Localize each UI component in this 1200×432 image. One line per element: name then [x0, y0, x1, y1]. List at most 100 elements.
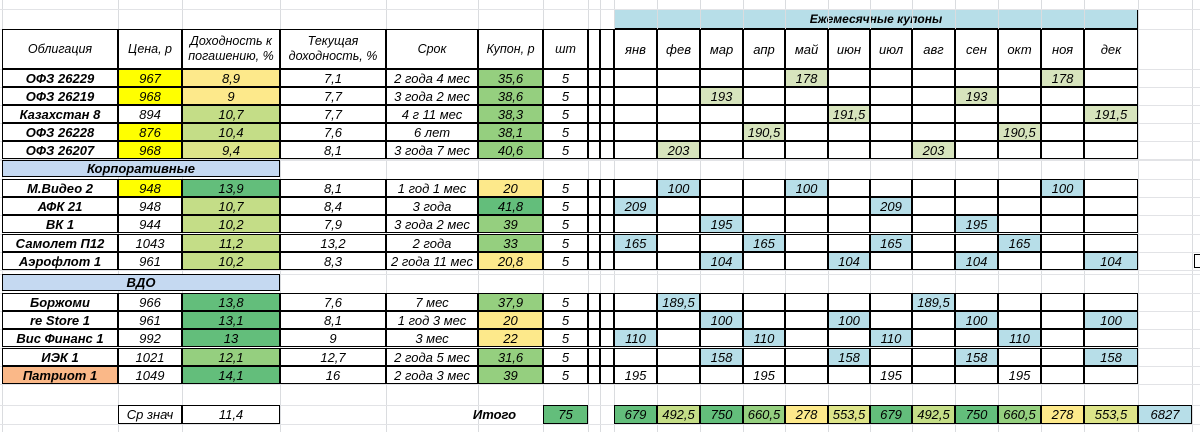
- bond-ytm[interactable]: 13,1: [182, 311, 280, 329]
- coupon-month-cell[interactable]: [955, 179, 998, 197]
- coupon-month-cell[interactable]: [657, 87, 700, 105]
- coupon-month-cell[interactable]: [828, 87, 870, 105]
- bond-coupon[interactable]: 41,8: [478, 197, 543, 215]
- coupon-month-cell[interactable]: [1041, 329, 1084, 347]
- bond-name[interactable]: ИЭК 1: [2, 348, 118, 366]
- bond-coupon[interactable]: 35,6: [478, 69, 543, 87]
- coupon-month-cell[interactable]: 195: [700, 215, 743, 233]
- coupon-month-cell[interactable]: [743, 348, 785, 366]
- coupon-month-cell[interactable]: 178: [785, 69, 828, 87]
- month-total[interactable]: 660,5: [743, 405, 785, 424]
- coupon-month-cell[interactable]: [785, 123, 828, 141]
- coupon-month-cell[interactable]: 209: [870, 197, 912, 215]
- coupon-month-cell[interactable]: 195: [614, 366, 657, 384]
- row-spacer-2[interactable]: [600, 179, 614, 197]
- row-spacer-2[interactable]: [600, 348, 614, 366]
- section-label-0[interactable]: Корпоративные: [2, 160, 280, 177]
- bond-ytm[interactable]: 13: [182, 329, 280, 347]
- row-spacer-2[interactable]: [600, 87, 614, 105]
- bond-price[interactable]: 961: [118, 311, 182, 329]
- bond-qty[interactable]: 5: [543, 348, 588, 366]
- coupon-month-cell[interactable]: 195: [743, 366, 785, 384]
- bond-current-yield[interactable]: 8,4: [280, 197, 386, 215]
- bond-term[interactable]: 6 лет: [386, 123, 478, 141]
- bond-ytm[interactable]: 11,2: [182, 234, 280, 252]
- coupon-month-cell[interactable]: [1084, 179, 1138, 197]
- row-spacer-1[interactable]: [588, 179, 600, 197]
- bond-qty[interactable]: 5: [543, 252, 588, 270]
- header-spacer-1[interactable]: [588, 29, 600, 69]
- coupon-month-cell[interactable]: 158: [700, 348, 743, 366]
- coupon-month-cell[interactable]: [870, 69, 912, 87]
- coupon-month-cell[interactable]: [870, 215, 912, 233]
- bond-term[interactable]: 2 года 4 мес: [386, 69, 478, 87]
- coupon-month-cell[interactable]: [785, 141, 828, 159]
- header-ytm[interactable]: Доходность к погашению, %: [182, 29, 280, 69]
- coupon-month-cell[interactable]: [870, 87, 912, 105]
- bond-name[interactable]: Казахстан 8: [2, 105, 118, 123]
- header-month-1[interactable]: фев: [657, 29, 700, 69]
- row-spacer-2[interactable]: [600, 252, 614, 270]
- bond-qty[interactable]: 5: [543, 141, 588, 159]
- header-qty[interactable]: шт: [543, 29, 588, 69]
- header-month-2[interactable]: мар: [700, 29, 743, 69]
- coupon-month-cell[interactable]: [657, 69, 700, 87]
- coupon-month-cell[interactable]: [785, 105, 828, 123]
- coupon-month-cell[interactable]: [1041, 366, 1084, 384]
- coupon-month-cell[interactable]: 165: [870, 234, 912, 252]
- coupon-month-cell[interactable]: 195: [955, 215, 998, 233]
- bond-name[interactable]: ОФЗ 26207: [2, 141, 118, 159]
- coupon-month-cell[interactable]: [828, 123, 870, 141]
- bond-name[interactable]: ОФЗ 26219: [2, 87, 118, 105]
- bond-current-yield[interactable]: 7,6: [280, 293, 386, 311]
- bond-term[interactable]: 1 год 3 мес: [386, 311, 478, 329]
- coupon-month-cell[interactable]: 100: [700, 311, 743, 329]
- bond-qty[interactable]: 5: [543, 179, 588, 197]
- header-month-5[interactable]: июн: [828, 29, 870, 69]
- header-month-4[interactable]: май: [785, 29, 828, 69]
- avg-value[interactable]: 11,4: [182, 405, 280, 424]
- coupon-month-cell[interactable]: [1041, 252, 1084, 270]
- bond-qty[interactable]: 5: [543, 234, 588, 252]
- row-spacer-1[interactable]: [588, 234, 600, 252]
- coupon-month-cell[interactable]: [614, 348, 657, 366]
- bond-ytm[interactable]: 12,1: [182, 348, 280, 366]
- coupon-month-cell[interactable]: [998, 293, 1041, 311]
- bond-term[interactable]: 3 года 2 мес: [386, 87, 478, 105]
- coupon-month-cell[interactable]: [828, 329, 870, 347]
- avg-label[interactable]: Ср знач: [118, 405, 182, 424]
- row-spacer-1[interactable]: [588, 293, 600, 311]
- coupon-month-cell[interactable]: [614, 252, 657, 270]
- bond-name[interactable]: ВК 1: [2, 215, 118, 233]
- bond-ytm[interactable]: 13,9: [182, 179, 280, 197]
- row-spacer-1[interactable]: [588, 252, 600, 270]
- bond-price[interactable]: 1049: [118, 366, 182, 384]
- coupon-month-cell[interactable]: 100: [955, 311, 998, 329]
- coupon-month-cell[interactable]: [743, 87, 785, 105]
- bond-ytm[interactable]: 9,4: [182, 141, 280, 159]
- bond-current-yield[interactable]: 7,9: [280, 215, 386, 233]
- coupon-month-cell[interactable]: [614, 311, 657, 329]
- coupon-month-cell[interactable]: 193: [700, 87, 743, 105]
- bond-qty[interactable]: 5: [543, 215, 588, 233]
- bond-current-yield[interactable]: 12,7: [280, 348, 386, 366]
- coupon-month-cell[interactable]: [955, 141, 998, 159]
- coupon-month-cell[interactable]: [998, 141, 1041, 159]
- month-total[interactable]: 278: [785, 405, 828, 424]
- month-total[interactable]: 679: [614, 405, 657, 424]
- month-total[interactable]: 553,5: [828, 405, 870, 424]
- row-spacer-1[interactable]: [588, 69, 600, 87]
- coupon-month-cell[interactable]: 110: [743, 329, 785, 347]
- coupon-month-cell[interactable]: 104: [828, 252, 870, 270]
- bond-qty[interactable]: 5: [543, 293, 588, 311]
- coupon-month-cell[interactable]: [912, 329, 955, 347]
- section-label-1[interactable]: ВДО: [2, 274, 280, 291]
- coupon-month-cell[interactable]: [1041, 141, 1084, 159]
- coupon-month-cell[interactable]: [955, 69, 998, 87]
- coupon-month-cell[interactable]: [1041, 87, 1084, 105]
- bond-term[interactable]: 2 года 3 мес: [386, 366, 478, 384]
- bond-price[interactable]: 1043: [118, 234, 182, 252]
- coupon-month-cell[interactable]: [743, 105, 785, 123]
- bond-coupon[interactable]: 20: [478, 179, 543, 197]
- coupon-month-cell[interactable]: [912, 366, 955, 384]
